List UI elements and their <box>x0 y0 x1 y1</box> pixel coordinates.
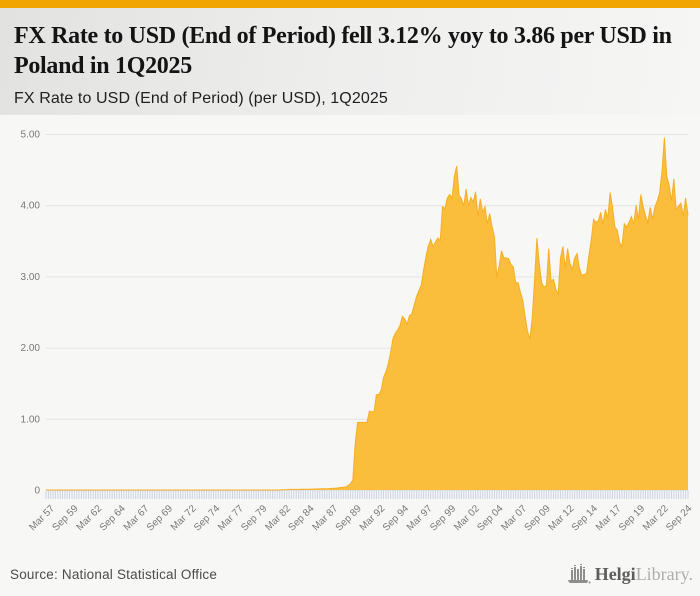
y-axis-tick-label: 4.00 <box>21 201 41 212</box>
y-axis-tick-label: 5.00 <box>21 130 41 141</box>
source-note: Source: National Statistical Office <box>10 567 218 582</box>
y-axis-tick-label: 1.00 <box>21 414 41 425</box>
y-axis-tick-label: 3.00 <box>21 272 41 283</box>
x-axis-tick-label: Sep 24 <box>664 503 694 533</box>
x-axis-tick-label: Sep 99 <box>428 503 458 533</box>
logo-text-bold: Helgi <box>594 564 636 584</box>
top-accent-bar <box>0 0 700 8</box>
series-line <box>46 137 689 491</box>
logo-text-light: Library. <box>635 564 693 584</box>
x-axis-tick-label: Sep 69 <box>145 503 175 533</box>
area-series <box>46 137 688 490</box>
chart-subtitle: FX Rate to USD (End of Period) (per USD)… <box>14 90 388 107</box>
x-axis-tick-label: Sep 59 <box>50 503 80 533</box>
x-axis-tick-label: Sep 84 <box>286 503 316 533</box>
x-axis-tick-label: Sep 79 <box>239 503 269 533</box>
helgi-logo-icon <box>567 564 591 584</box>
helgi-library-logo: Helgi Library. <box>567 563 693 585</box>
header: FX Rate to USD (End of Period) fell 3.12… <box>0 8 700 115</box>
x-axis-tick-label: Sep 64 <box>98 503 128 533</box>
x-axis-tick-label: Sep 14 <box>570 503 600 533</box>
x-axis-tick-label: Sep 89 <box>334 503 364 533</box>
x-axis-tick-label: Sep 04 <box>475 503 505 533</box>
x-axis-tick-label: Sep 19 <box>617 503 647 533</box>
y-axis-tick-label: 0 <box>34 486 40 497</box>
x-axis-tick-label: Sep 74 <box>192 503 222 533</box>
page-title: FX Rate to USD (End of Period) fell 3.12… <box>14 23 672 79</box>
x-axis-ticks <box>45 490 689 499</box>
x-axis-tick-label: Sep 09 <box>523 503 553 533</box>
x-axis-tick-label: Sep 94 <box>381 503 411 533</box>
y-axis-tick-label: 2.00 <box>21 343 41 354</box>
y-axis-labels: 0 1.00 2.00 3.00 4.00 5.00 <box>21 130 41 497</box>
